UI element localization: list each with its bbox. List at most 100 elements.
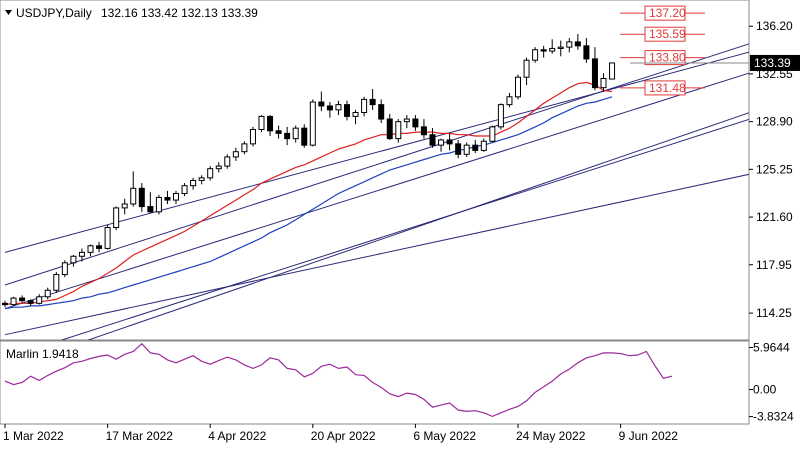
candle-body [609,62,616,80]
price-tick-label: 121.60 [756,210,793,224]
candle-body [361,98,368,113]
candle-body [540,49,547,52]
candle [249,126,256,147]
level-label: 131.48 [649,81,686,95]
candle [557,40,564,57]
main-plot-frame [0,0,750,341]
price-tick-label: 117.95 [756,258,792,272]
price-axis: 136.20132.55128.90125.25121.60117.95114.… [630,19,800,320]
date-tick-label: 9 Jun 2022 [619,429,679,443]
candle-body [121,203,128,209]
candle [284,126,291,146]
candle-body [232,151,239,158]
candle [412,115,419,131]
candle [2,300,8,308]
candle-body [87,245,94,253]
candle [497,103,504,130]
horizontal-levels: 137.20 135.59 133.80 131.48 [620,5,705,96]
candle [446,133,453,151]
candle [10,296,17,306]
candle [301,124,308,148]
candle [326,102,333,118]
candle-body [574,41,581,47]
candle [378,99,385,123]
level-label: 133.80 [649,51,686,65]
date-axis: 1 Mar 2022 17 Mar 2022 4 Apr 2022 20 Apr 20… [3,424,678,443]
candle-body [326,105,333,111]
candle [352,109,359,125]
candle-body [352,111,359,117]
price-tick-label: 136.20 [756,19,793,33]
candle-body [241,143,248,153]
candle [455,139,462,159]
candle-body [369,98,376,106]
candle-body [181,185,188,195]
candle-body [267,115,274,132]
level-label: 137.20 [649,6,686,20]
candle [164,190,171,204]
candle [403,115,410,129]
candle [215,162,222,173]
candle [27,299,34,306]
candle-body [480,140,487,151]
candle-body [284,132,291,140]
candle-body [96,245,103,249]
trendline [4,72,749,310]
candle [181,183,188,197]
indicator-title: Marlin 1.9418 [6,347,79,361]
candle [344,100,350,121]
candle-body [61,262,68,276]
candle-body [113,207,120,229]
candle-body [403,118,410,123]
candle-body [455,143,462,155]
trendline [60,118,749,340]
candle-body [292,127,299,140]
oscillator: 5.9644 0.00 -3.8324 [4,340,794,424]
candle [267,115,274,137]
level-label-box [644,50,686,66]
trendlines [4,43,749,340]
candle [540,45,547,58]
candle [583,37,590,63]
candle-body [138,187,145,208]
candle [335,100,342,116]
price-tick-label: 128.90 [756,115,793,129]
candle-body [438,139,445,146]
candle-body [104,227,111,249]
candle [19,295,26,304]
candle-body [446,139,453,145]
candle-body [309,101,316,146]
candlesticks [2,34,616,308]
fast-moving-average [4,81,613,306]
candle [395,119,402,143]
current-price-box [750,54,800,71]
candle [44,287,51,300]
candle [361,96,368,117]
dropdown-triangle-icon[interactable] [5,10,12,15]
candle-body [10,297,17,306]
candle-body [36,296,43,304]
candle [463,142,470,157]
candle-body [2,302,8,306]
candle-body [386,118,393,140]
current-price-label: 133.39 [754,56,791,70]
candle [113,206,120,231]
candle-body [523,59,530,78]
candle [480,138,487,152]
candle-body [301,127,308,146]
candle-body [489,126,496,142]
candle [574,34,581,50]
chart-ohlc: 132.16 133.42 132.13 133.39 [101,6,258,20]
trendline [86,112,749,340]
candle-body [429,134,436,146]
candle-body [506,96,513,106]
candle-body [549,47,556,52]
oscillator-tick-label: 5.9644 [753,340,790,354]
candle [609,62,616,80]
candle [104,224,111,250]
candle [429,128,436,148]
date-tick-label: 24 May 2022 [516,429,586,443]
candle-body [600,78,607,89]
candle [386,113,393,140]
